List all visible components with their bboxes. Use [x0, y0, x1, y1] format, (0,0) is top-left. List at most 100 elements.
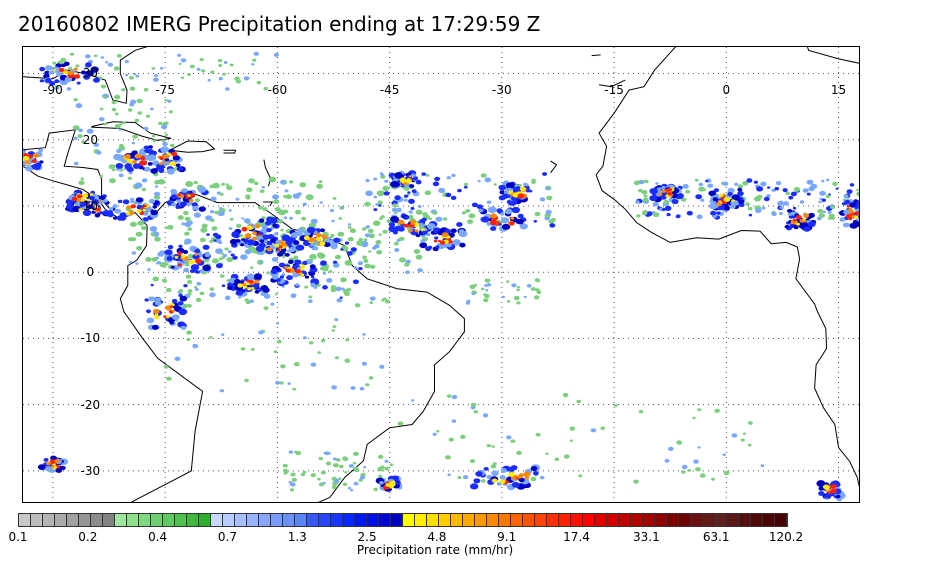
precip-cell — [439, 240, 446, 245]
precip-cell — [276, 339, 282, 344]
precip-cell — [162, 154, 169, 159]
precip-cell — [133, 73, 137, 76]
precip-cell — [362, 333, 366, 336]
precip-cell — [458, 230, 468, 238]
precip-cell — [771, 212, 777, 217]
precip-cell — [415, 179, 422, 185]
precip-cell — [144, 166, 151, 172]
precip-cell — [788, 195, 794, 200]
precip-cell — [124, 154, 131, 159]
precip-cell — [742, 432, 747, 435]
precip-cell — [500, 468, 507, 473]
colorbar-tick-label: 2.5 — [357, 530, 377, 544]
precip-cell — [500, 217, 510, 224]
colorbar-cell — [19, 514, 31, 526]
precip-cell — [613, 403, 618, 407]
colorbar-cell — [379, 514, 391, 526]
precip-cell — [296, 228, 304, 234]
precip-cell — [227, 250, 232, 254]
precip-cell — [86, 198, 91, 202]
precip-cell — [167, 224, 174, 230]
precip-cell — [681, 464, 688, 470]
precip-cell — [490, 226, 497, 231]
precip-cell — [766, 194, 771, 198]
precip-cell — [457, 188, 462, 193]
precip-cell — [134, 118, 140, 123]
precip-cell — [150, 168, 158, 174]
precip-cell — [224, 295, 231, 300]
precip-cell — [127, 108, 133, 112]
precip-cell — [518, 184, 522, 187]
precip-cell — [128, 171, 133, 175]
precip-cell — [221, 182, 226, 186]
precip-cell — [375, 240, 382, 245]
precip-cell — [600, 426, 606, 431]
precip-cell — [222, 72, 227, 76]
precip-cell — [475, 471, 483, 477]
precip-cell — [782, 201, 790, 206]
precip-cell — [347, 226, 352, 229]
coastline — [119, 225, 204, 502]
precip-cell — [792, 215, 796, 219]
colorbar-cell — [547, 514, 559, 526]
precip-cell — [399, 177, 407, 183]
lat-label: -30 — [80, 463, 101, 478]
precip-cell — [218, 76, 223, 81]
precip-cell — [275, 380, 281, 385]
precip-cell — [246, 187, 253, 193]
precip-cell — [189, 64, 195, 69]
precip-cell — [270, 226, 275, 230]
precip-cell — [399, 257, 406, 263]
precip-cell — [114, 208, 121, 214]
precip-cell — [93, 142, 100, 147]
precip-cell — [259, 239, 265, 243]
precip-cell — [270, 238, 277, 243]
precip-cell — [502, 193, 509, 199]
precip-cell — [270, 268, 278, 275]
precip-cell — [158, 168, 165, 174]
precip-cell — [177, 53, 182, 57]
precip-cell — [171, 298, 178, 304]
precip-cell — [69, 52, 75, 56]
precip-cell — [185, 274, 192, 279]
precip-cell — [107, 212, 114, 218]
precip-cell — [336, 298, 343, 303]
precip-cell — [122, 199, 130, 205]
precip-cell — [590, 428, 597, 433]
precip-cell — [331, 244, 336, 248]
precip-cell — [415, 233, 421, 238]
precip-cell — [241, 217, 245, 220]
precip-cell — [388, 222, 396, 228]
precip-cell — [698, 182, 704, 187]
precip-cell — [827, 210, 832, 214]
precip-cell — [315, 237, 322, 242]
precip-cell — [184, 231, 190, 236]
precip-cell — [448, 437, 454, 442]
precip-cell — [381, 299, 385, 302]
precip-cell — [248, 178, 255, 184]
precip-cell — [530, 476, 537, 482]
precip-cell — [662, 208, 666, 211]
precip-cell — [534, 295, 540, 300]
precip-cell — [82, 193, 89, 198]
precip-cell — [687, 469, 691, 472]
precip-cell — [152, 139, 157, 143]
lon-label: -30 — [492, 83, 512, 97]
precip-cell — [803, 226, 811, 232]
precip-cell — [408, 229, 413, 233]
coastline — [591, 54, 601, 57]
precip-cell — [302, 470, 307, 474]
precip-cell — [450, 195, 457, 200]
precip-cell — [407, 191, 411, 194]
precip-cell — [199, 237, 206, 243]
precip-cell — [186, 303, 192, 308]
precip-cell — [113, 66, 120, 71]
lat-label: 30 — [82, 66, 98, 81]
precip-cell — [114, 124, 121, 129]
precip-cell — [340, 277, 347, 283]
precip-cell — [490, 213, 497, 219]
precip-cell — [356, 240, 364, 246]
precip-cell — [377, 200, 383, 205]
precip-cell — [167, 245, 174, 250]
precip-cell — [124, 163, 132, 169]
